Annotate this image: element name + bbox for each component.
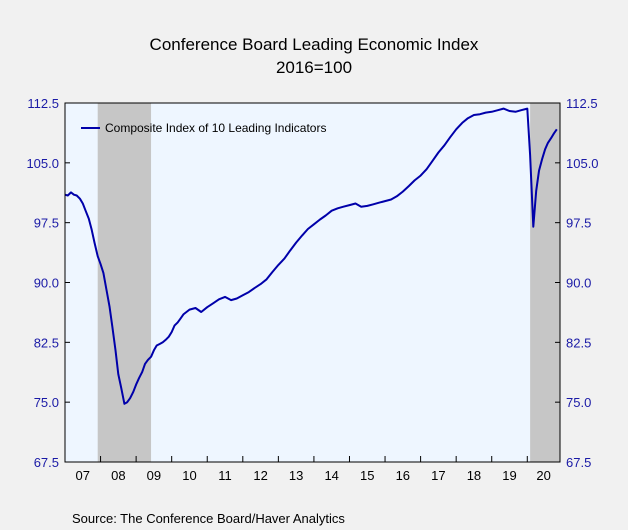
x-tick-label: 07 — [76, 468, 90, 483]
x-tick-label: 17 — [431, 468, 445, 483]
y-tick-label-left: 75.0 — [34, 395, 59, 410]
series-line-0 — [64, 107, 558, 405]
x-tick-label: 12 — [253, 468, 267, 483]
series-lines — [64, 107, 558, 405]
legend: Composite Index of 10 Leading Indicators — [81, 121, 326, 135]
x-tick-label: 15 — [360, 468, 374, 483]
legend-entry: Composite Index of 10 Leading Indicators — [105, 121, 326, 135]
x-tick-label: 13 — [289, 468, 303, 483]
source-note: Source: The Conference Board/Haver Analy… — [72, 511, 345, 526]
y-tick-label-right: 82.5 — [566, 335, 591, 350]
y-tick-label-right: 112.5 — [566, 96, 598, 111]
y-tick-label-left: 90.0 — [34, 276, 59, 291]
chart-title: Conference Board Leading Economic Index — [150, 35, 479, 54]
y-tick-label-right: 67.5 — [566, 455, 591, 470]
y-tick-label-left: 82.5 — [34, 335, 59, 350]
x-tick-label: 16 — [396, 468, 410, 483]
x-tick-label: 18 — [467, 468, 481, 483]
y-tick-label-left: 97.5 — [34, 216, 59, 231]
x-tick-label: 11 — [218, 468, 232, 483]
x-tick-label: 10 — [182, 468, 196, 483]
y-tick-label-left: 67.5 — [34, 455, 59, 470]
y-tick-label-right: 105.0 — [566, 156, 599, 171]
y-tick-label-right: 97.5 — [566, 216, 591, 231]
y-tick-label-left: 105.0 — [26, 156, 59, 171]
y-tick-label-left: 112.5 — [27, 96, 59, 111]
x-tick-label: 19 — [502, 468, 516, 483]
y-axis-right: 67.5 75.0 82.5 90.0 97.5 105.0 112.5 — [555, 96, 599, 470]
x-tick-label: 09 — [147, 468, 161, 483]
x-axis: 07 08 09 10 11 12 13 14 15 16 17 18 19 20 — [64, 456, 551, 483]
y-axis-left: 67.5 75.0 82.5 90.0 97.5 105.0 112.5 — [26, 96, 70, 470]
y-tick-label-right: 75.0 — [566, 395, 591, 410]
x-tick-label: 14 — [324, 468, 338, 483]
chart-subtitle: 2016=100 — [276, 58, 352, 77]
y-tick-label-right: 90.0 — [566, 276, 591, 291]
x-tick-label: 08 — [111, 468, 125, 483]
x-tick-label: 20 — [536, 468, 550, 483]
